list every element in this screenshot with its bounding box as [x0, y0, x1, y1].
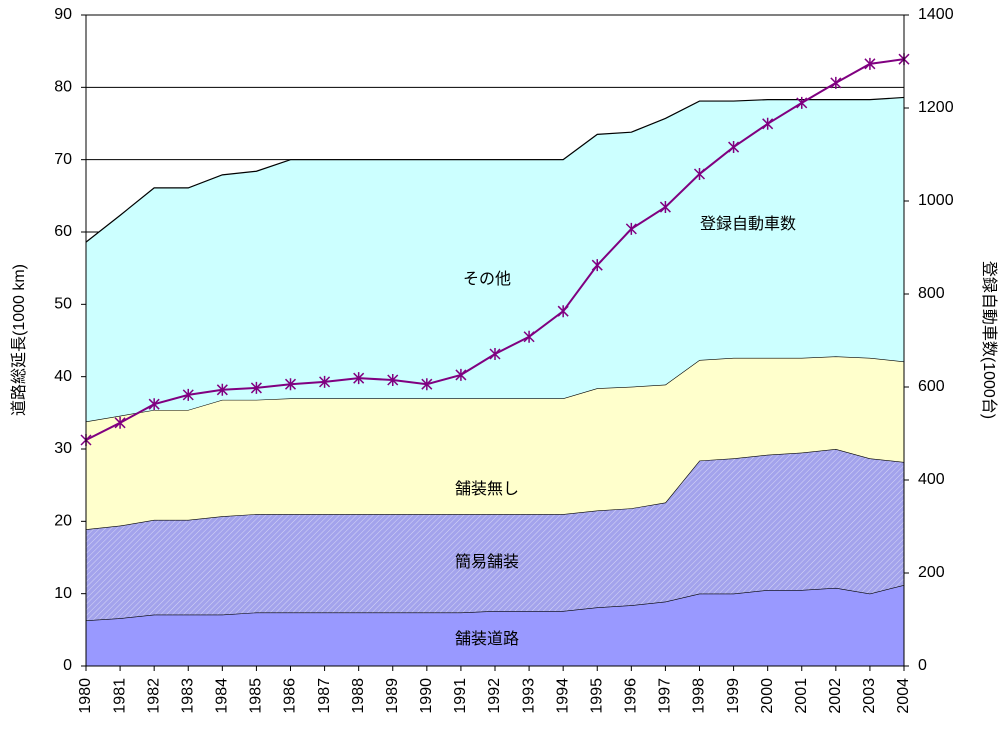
y2-tick-label: 800 — [918, 285, 945, 302]
y-tick-label: 50 — [54, 296, 72, 313]
marker — [250, 381, 262, 394]
area-label: 舗装無し — [455, 480, 519, 498]
marker — [319, 375, 331, 388]
marker — [353, 372, 365, 385]
x-tick-label: 1998 — [691, 678, 708, 714]
x-tick-label: 1985 — [248, 678, 265, 714]
marker — [523, 330, 535, 343]
y2-axis-label: 登録自動車数(1000台) — [980, 261, 998, 419]
area-label: その他 — [463, 270, 511, 288]
y-tick-label: 90 — [54, 6, 72, 23]
y-axis-label: 道路総延長(1000 km) — [10, 264, 28, 416]
marker — [216, 383, 228, 396]
x-tick-label: 1999 — [725, 678, 742, 714]
marker — [387, 374, 399, 387]
area-label: 舗装道路 — [455, 630, 519, 648]
marker — [591, 259, 603, 272]
x-tick-label: 1981 — [111, 678, 128, 714]
x-tick-label: 1994 — [554, 678, 571, 714]
x-tick-label: 1992 — [486, 678, 503, 714]
x-tick-label: 1997 — [657, 678, 674, 714]
x-tick-label: 2000 — [759, 678, 776, 714]
marker — [557, 305, 569, 318]
marker — [114, 416, 126, 429]
marker — [284, 378, 297, 391]
x-tick-label: 1993 — [520, 678, 537, 714]
y2-tick-label: 1400 — [918, 6, 954, 23]
x-tick-label: 1995 — [588, 678, 605, 714]
x-tick-label: 2003 — [861, 678, 878, 714]
area — [86, 449, 904, 621]
x-tick-label: 1982 — [145, 678, 162, 714]
marker — [796, 96, 808, 109]
marker — [693, 168, 706, 181]
y2-tick-label: 0 — [918, 657, 927, 674]
y-tick-label: 0 — [63, 657, 72, 674]
marker — [864, 57, 876, 70]
y-tick-label: 10 — [54, 585, 72, 602]
y2-tick-label: 200 — [918, 564, 945, 581]
x-tick-label: 1996 — [623, 678, 640, 714]
x-tick-label: 1988 — [350, 678, 367, 714]
y2-tick-label: 1000 — [918, 192, 954, 209]
x-tick-label: 1984 — [214, 678, 231, 714]
x-tick-label: 2004 — [895, 678, 912, 714]
y-tick-label: 40 — [54, 368, 72, 385]
y2-tick-label: 400 — [918, 471, 945, 488]
y-tick-label: 70 — [54, 151, 72, 168]
y-tick-label: 20 — [54, 513, 72, 530]
marker — [762, 117, 774, 130]
x-tick-label: 1987 — [316, 678, 333, 714]
x-tick-label: 1991 — [452, 678, 469, 714]
marker — [625, 222, 637, 235]
marker — [659, 201, 671, 214]
y-tick-label: 60 — [54, 223, 72, 240]
y-tick-label: 80 — [54, 79, 72, 96]
marker — [489, 347, 501, 360]
x-tick-label: 1986 — [282, 678, 299, 714]
x-tick-label: 1990 — [418, 678, 435, 714]
marker — [830, 76, 842, 89]
y2-tick-label: 1200 — [918, 99, 954, 116]
area — [86, 356, 904, 530]
marker — [148, 398, 160, 411]
x-tick-label: 1983 — [179, 678, 196, 714]
area — [86, 584, 904, 666]
area-edge — [85, 96, 905, 243]
line-label: 登録自動車数 — [700, 215, 796, 233]
marker — [421, 378, 433, 391]
x-tick-label: 2002 — [827, 678, 844, 714]
area-label: 簡易舗装 — [455, 553, 519, 571]
marker — [455, 368, 467, 381]
marker — [728, 141, 740, 154]
x-tick-label: 1989 — [384, 678, 401, 714]
y-tick-label: 30 — [54, 440, 72, 457]
y2-tick-label: 600 — [918, 378, 945, 395]
x-tick-label: 1980 — [77, 678, 94, 714]
marker — [182, 388, 194, 401]
x-tick-label: 2001 — [793, 678, 810, 714]
